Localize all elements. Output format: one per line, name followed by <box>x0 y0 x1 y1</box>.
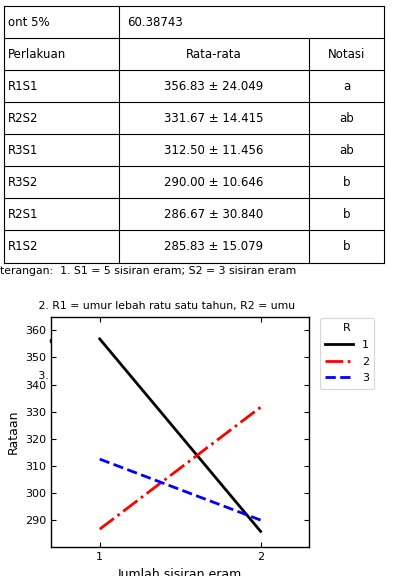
Legend: 1, 2, 3: 1, 2, 3 <box>320 318 375 389</box>
Text: 356.83 ± 24.049: 356.83 ± 24.049 <box>164 79 263 93</box>
X-axis label: Jumlah sisiran eram: Jumlah sisiran eram <box>118 567 242 576</box>
Text: 286.67 ± 30.840: 286.67 ± 30.840 <box>164 208 263 221</box>
Text: b: b <box>343 176 350 189</box>
Text: R3S1: R3S1 <box>8 144 38 157</box>
Y-axis label: Rataan: Rataan <box>7 410 20 454</box>
Text: b: b <box>343 240 350 253</box>
Text: ab: ab <box>339 112 354 125</box>
Text: terangan:  1. S1 = 5 sisiran eram; S2 = 3 sisiran eram: terangan: 1. S1 = 5 sisiran eram; S2 = 3… <box>0 266 296 275</box>
Text: 290.00 ± 10.646: 290.00 ± 10.646 <box>164 176 263 189</box>
Text: Notasi: Notasi <box>328 48 365 60</box>
Text: R1S1: R1S1 <box>8 79 38 93</box>
Text: enam bulan R3 = umur lebah ratu 3 bulan: enam bulan R3 = umur lebah ratu 3 bulan <box>0 336 280 346</box>
Text: 312.50 ± 11.456: 312.50 ± 11.456 <box>164 144 263 157</box>
Text: 2. R1 = umur lebah ratu satu tahun, R2 = umu: 2. R1 = umur lebah ratu satu tahun, R2 =… <box>0 301 295 310</box>
Text: 60.38743: 60.38743 <box>127 16 183 29</box>
Text: 3. huruf a dan b, menunjukkan perbedaan ant: 3. huruf a dan b, menunjukkan perbedaan … <box>0 371 291 381</box>
Text: ab: ab <box>339 144 354 157</box>
Text: Rata-rata: Rata-rata <box>186 48 242 60</box>
Text: R3S2: R3S2 <box>8 176 38 189</box>
Text: 285.83 ± 15.079: 285.83 ± 15.079 <box>164 240 263 253</box>
Text: Perlakuan: Perlakuan <box>8 48 66 60</box>
Text: R2S1: R2S1 <box>8 208 38 221</box>
Text: R1S2: R1S2 <box>8 240 38 253</box>
Text: ont 5%: ont 5% <box>8 16 50 29</box>
Text: R2S2: R2S2 <box>8 112 38 125</box>
Text: a: a <box>343 79 350 93</box>
Text: 331.67 ± 14.415: 331.67 ± 14.415 <box>164 112 264 125</box>
Text: b: b <box>343 208 350 221</box>
